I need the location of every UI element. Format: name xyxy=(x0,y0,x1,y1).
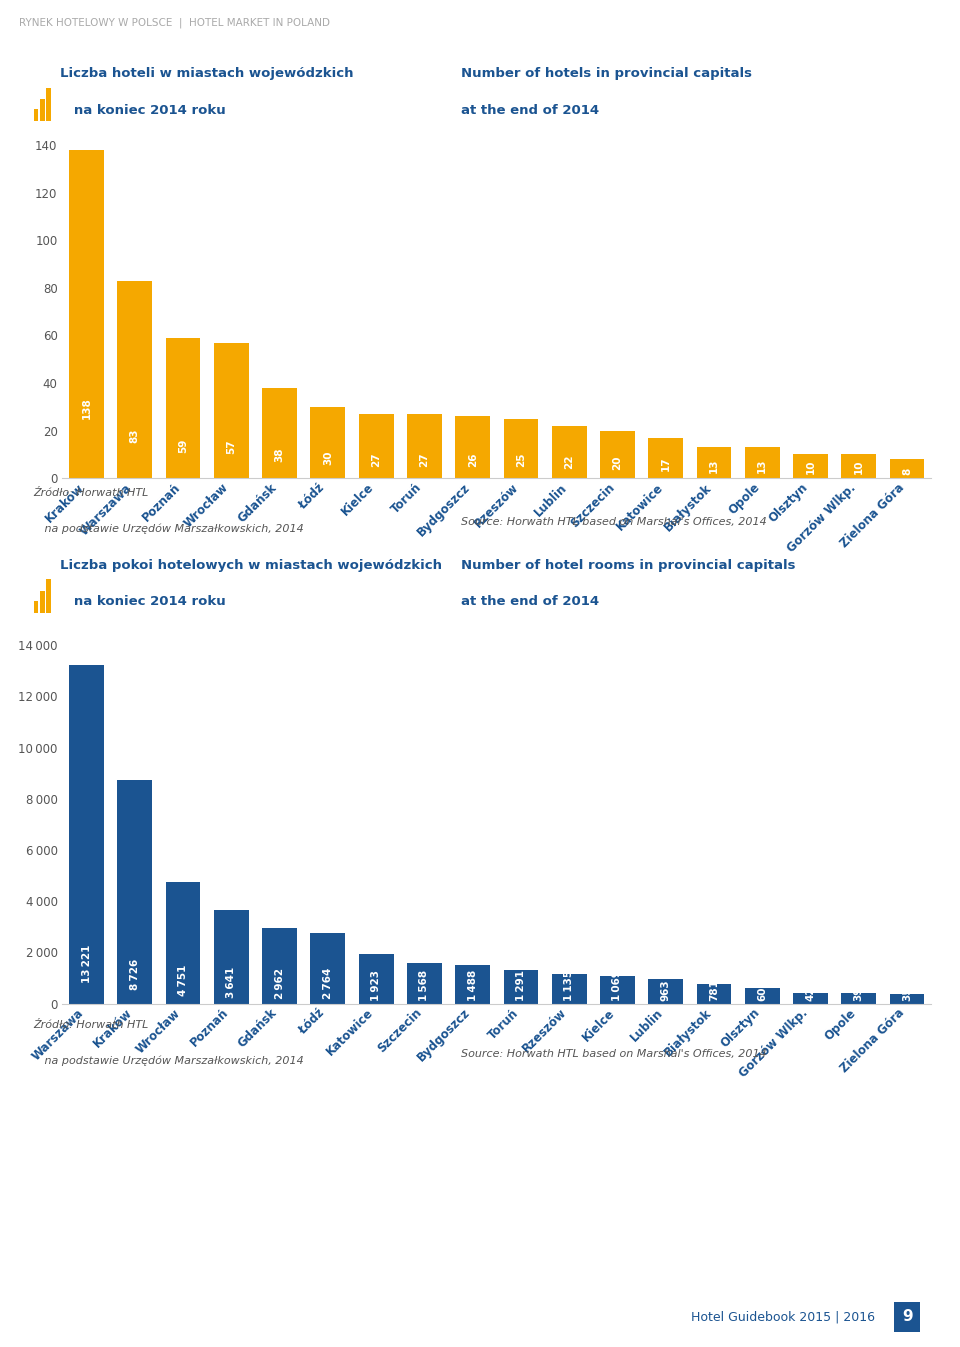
Bar xyxy=(648,979,684,1004)
Text: 9: 9 xyxy=(901,1309,913,1324)
Bar xyxy=(648,438,684,478)
Bar xyxy=(600,977,635,1004)
Text: 2 764: 2 764 xyxy=(323,968,333,999)
Text: 13: 13 xyxy=(709,458,719,473)
Text: Źródło: Horwath HTL: Źródło: Horwath HTL xyxy=(34,488,149,497)
Text: 2 962: 2 962 xyxy=(275,968,284,999)
Bar xyxy=(552,426,587,478)
Text: 421: 421 xyxy=(805,979,816,1001)
Text: 781: 781 xyxy=(709,979,719,1001)
Bar xyxy=(166,338,201,478)
Text: 1 923: 1 923 xyxy=(372,970,381,1001)
Text: 17: 17 xyxy=(660,457,671,471)
Bar xyxy=(359,954,394,1004)
Text: 57: 57 xyxy=(227,439,236,454)
Text: 394: 394 xyxy=(853,979,864,1001)
Text: 8: 8 xyxy=(902,467,912,474)
Text: Źródło: Horwath HTL: Źródło: Horwath HTL xyxy=(34,1020,149,1029)
Bar xyxy=(262,388,297,478)
Text: Liczba pokoi hotelowych w miastach wojewódzkich: Liczba pokoi hotelowych w miastach wojew… xyxy=(60,559,443,572)
Text: RYNEK HOTELOWY W POLSCE  |  HOTEL MARKET IN POLAND: RYNEK HOTELOWY W POLSCE | HOTEL MARKET I… xyxy=(19,18,330,28)
Bar xyxy=(117,780,153,1004)
Text: 4 751: 4 751 xyxy=(178,964,188,997)
Text: Number of hotels in provincial capitals: Number of hotels in provincial capitals xyxy=(461,67,752,81)
Bar xyxy=(46,88,51,121)
Text: at the end of 2014: at the end of 2014 xyxy=(461,595,599,609)
Text: Hotel Guidebook 2015 | 2016: Hotel Guidebook 2015 | 2016 xyxy=(691,1311,876,1323)
Bar xyxy=(262,928,297,1004)
Bar xyxy=(793,993,828,1004)
Text: 13 221: 13 221 xyxy=(82,944,91,983)
Text: 25: 25 xyxy=(516,453,526,467)
Text: 1 488: 1 488 xyxy=(468,970,478,1001)
Text: na podstawie Urzędów Marszałkowskich, 2014: na podstawie Urzędów Marszałkowskich, 20… xyxy=(34,1055,303,1065)
Text: 138: 138 xyxy=(82,397,91,419)
Bar xyxy=(69,665,104,1004)
Text: 83: 83 xyxy=(130,428,140,443)
Bar xyxy=(552,974,587,1004)
Text: 10: 10 xyxy=(853,459,864,474)
Text: 20: 20 xyxy=(612,455,622,470)
Text: 10: 10 xyxy=(805,459,816,474)
Bar xyxy=(166,882,201,1004)
Bar xyxy=(890,994,924,1004)
Text: 27: 27 xyxy=(420,453,429,466)
Text: 3 641: 3 641 xyxy=(227,967,236,998)
Text: 8 726: 8 726 xyxy=(130,959,140,990)
Text: 27: 27 xyxy=(372,453,381,466)
Text: 59: 59 xyxy=(178,439,188,453)
Bar xyxy=(34,601,38,613)
Bar xyxy=(745,447,780,478)
Bar xyxy=(600,431,635,478)
Text: 604: 604 xyxy=(757,979,767,1001)
Text: 359: 359 xyxy=(902,979,912,1001)
Bar xyxy=(407,963,442,1004)
Text: na koniec 2014 roku: na koniec 2014 roku xyxy=(60,595,227,609)
Bar xyxy=(697,983,732,1004)
Text: na podstawie Urzędów Marszałkowskich, 2014: na podstawie Urzędów Marszałkowskich, 20… xyxy=(34,523,303,533)
Bar xyxy=(214,911,249,1004)
Bar xyxy=(46,579,51,613)
Bar xyxy=(117,280,153,478)
Text: Liczba hoteli w miastach wojewódzkich: Liczba hoteli w miastach wojewódzkich xyxy=(60,67,354,81)
Bar xyxy=(455,416,490,478)
Text: 1 568: 1 568 xyxy=(420,970,429,1001)
Bar xyxy=(359,414,394,478)
Bar xyxy=(40,100,44,121)
Bar xyxy=(890,459,924,478)
Bar xyxy=(793,454,828,478)
Bar xyxy=(69,150,104,478)
Text: 22: 22 xyxy=(564,454,574,469)
Text: 1 069: 1 069 xyxy=(612,970,622,1001)
Bar xyxy=(407,414,442,478)
Bar xyxy=(504,970,539,1004)
Text: Number of hotel rooms in provincial capitals: Number of hotel rooms in provincial capi… xyxy=(461,559,795,572)
Text: na koniec 2014 roku: na koniec 2014 roku xyxy=(60,104,227,117)
Bar xyxy=(841,994,876,1004)
Text: 1 291: 1 291 xyxy=(516,970,526,1001)
Bar xyxy=(841,454,876,478)
Text: 38: 38 xyxy=(275,447,284,462)
Text: at the end of 2014: at the end of 2014 xyxy=(461,104,599,117)
Bar xyxy=(310,407,346,478)
Text: 30: 30 xyxy=(323,451,333,465)
Bar xyxy=(214,342,249,478)
Bar xyxy=(504,419,539,478)
Bar xyxy=(745,989,780,1004)
Bar xyxy=(455,966,490,1004)
Bar xyxy=(40,591,44,613)
Text: 963: 963 xyxy=(660,979,671,1001)
Text: 26: 26 xyxy=(468,453,478,467)
Bar xyxy=(34,109,38,121)
Bar xyxy=(310,932,346,1004)
Text: Source: Horwath HTL based on Marshal's Offices, 2014: Source: Horwath HTL based on Marshal's O… xyxy=(461,1049,766,1059)
Bar xyxy=(697,447,732,478)
Text: 13: 13 xyxy=(757,458,767,473)
Text: 1 135: 1 135 xyxy=(564,970,574,1001)
Text: Source: Horwath HTL based on Marshal's Offices, 2014: Source: Horwath HTL based on Marshal's O… xyxy=(461,517,766,527)
